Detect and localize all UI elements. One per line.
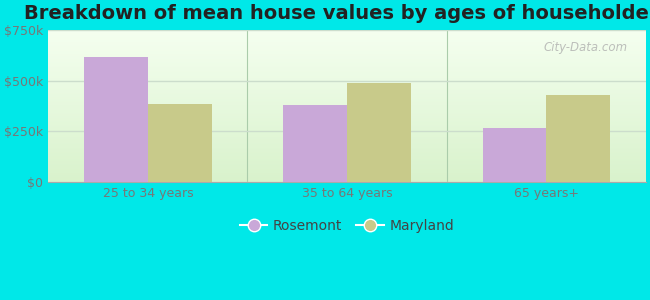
Bar	[283, 105, 347, 182]
Bar	[482, 128, 546, 182]
Bar	[347, 83, 411, 182]
Title: Breakdown of mean house values by ages of householders: Breakdown of mean house values by ages o…	[24, 4, 650, 23]
Bar	[148, 104, 212, 182]
Text: City-Data.com: City-Data.com	[544, 41, 628, 54]
Bar	[546, 95, 610, 182]
Bar	[84, 56, 148, 182]
Legend: Rosemont, Maryland: Rosemont, Maryland	[234, 213, 460, 238]
